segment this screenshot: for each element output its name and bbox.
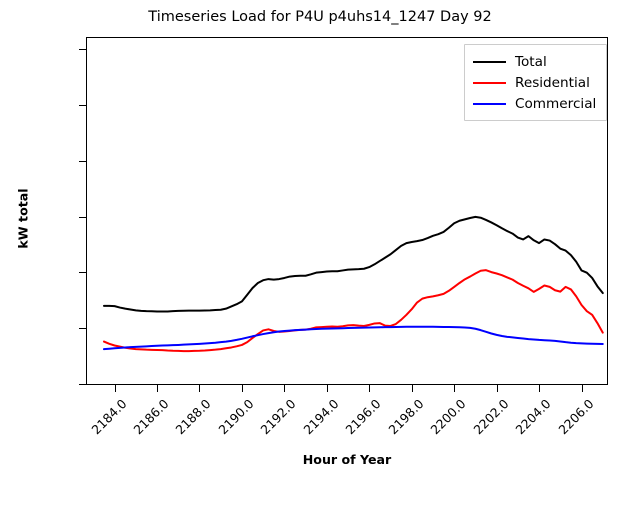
legend: Total Residential Commercial [464, 44, 608, 121]
y-axis-label: kW total [15, 188, 31, 249]
series-line-residential [102, 269, 604, 353]
y-tick-mark [79, 216, 86, 218]
x-tick-mark [326, 385, 328, 392]
x-tick-mark [369, 385, 371, 392]
chart-title: Timeseries Load for P4U p4uhs14_1247 Day… [148, 9, 492, 25]
legend-label-commercial: Commercial [515, 95, 597, 112]
x-axis-label: Hour of Year [302, 452, 392, 467]
legend-swatch-commercial [473, 102, 506, 105]
x-tick-mark [454, 385, 456, 392]
legend-swatch-total [473, 60, 506, 63]
legend-entry-total[interactable]: Total [473, 51, 596, 72]
y-tick-mark [79, 49, 86, 51]
x-tick-mark [496, 385, 498, 392]
x-tick-mark [199, 385, 201, 392]
legend-label-residential: Residential [515, 74, 590, 91]
x-tick-mark [114, 385, 116, 392]
matplotlib-figure: Timeseries Load for P4U p4uhs14_1247 Day… [15, 9, 608, 467]
y-tick-mark [79, 272, 86, 274]
series-lines [102, 215, 604, 353]
series-line-total [102, 215, 604, 313]
legend-swatch-residential [473, 81, 506, 84]
y-tick-mark [79, 328, 86, 330]
x-tick-mark [411, 385, 413, 392]
x-tick-mark [157, 385, 159, 392]
legend-entry-residential[interactable]: Residential [473, 72, 596, 93]
x-tick-mark [241, 385, 243, 392]
y-tick-mark [79, 160, 86, 162]
x-tick-mark [539, 385, 541, 392]
x-tick-mark [581, 385, 583, 392]
x-tick-mark [284, 385, 286, 392]
y-tick-mark [79, 104, 86, 106]
legend-label-total: Total [515, 53, 547, 70]
series-line-commercial [102, 325, 604, 351]
legend-entry-commercial[interactable]: Commercial [473, 93, 596, 114]
y-tick-mark [79, 384, 86, 385]
